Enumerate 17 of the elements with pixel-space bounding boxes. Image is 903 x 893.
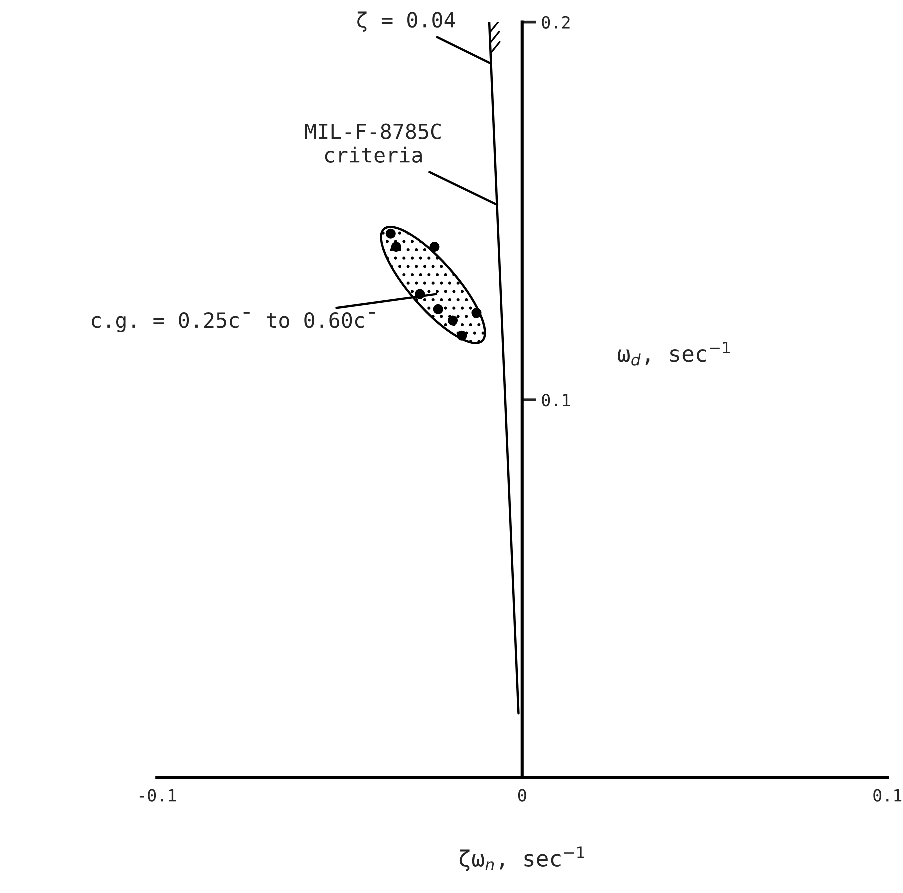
x-tick-label: -0.1 xyxy=(140,789,176,802)
point xyxy=(430,242,440,252)
point xyxy=(386,228,396,239)
point xyxy=(457,330,468,341)
y-axis-title: ω$_{d}$, sec$^{−1}$ xyxy=(618,342,730,366)
y-tick-label: 0.2 xyxy=(542,16,570,29)
point xyxy=(391,242,402,252)
point xyxy=(415,289,426,300)
annotation: MIL-F-8785C criteria xyxy=(305,124,441,163)
x-tick-label: 0 xyxy=(518,789,526,802)
point xyxy=(448,316,458,326)
x-tick-label: 0.1 xyxy=(874,789,902,802)
point xyxy=(472,308,482,318)
annotation: c.g. = 0.25c̄ to 0.60c̄ xyxy=(92,312,376,332)
annotation: ζ = 0.04 xyxy=(358,12,456,32)
point xyxy=(433,304,444,314)
x-axis-title: ζω$_{n}$, sec$^{−1}$ xyxy=(460,846,584,872)
